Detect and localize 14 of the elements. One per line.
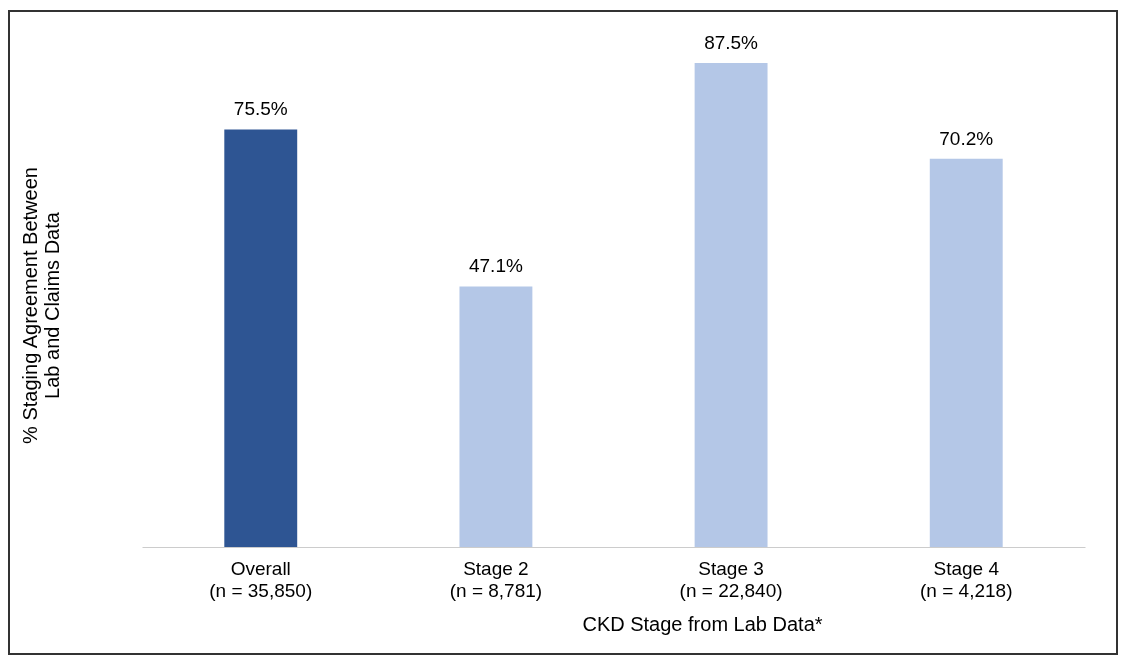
x-tick-label: Stage 2 (n = 8,781) bbox=[449, 557, 543, 601]
data-label: 47.1% bbox=[468, 255, 523, 277]
data-label: 75.5% bbox=[233, 98, 288, 120]
bar bbox=[459, 286, 533, 547]
data-label: 87.5% bbox=[704, 32, 759, 53]
y-axis-title: % Staging Agreement Between Lab and Claims Data bbox=[18, 167, 63, 444]
bar bbox=[929, 158, 1003, 547]
bar bbox=[694, 63, 768, 547]
x-tick-label: Stage 4 (n = 4,218) bbox=[920, 557, 1013, 601]
data-label: 70.2% bbox=[939, 127, 994, 149]
x-tick-label: Overall (n = 35,850) bbox=[209, 557, 313, 601]
x-axis-title: CKD Stage from Lab Data* bbox=[582, 612, 823, 635]
x-tick-label: Stage 3 (n = 22,840) bbox=[679, 557, 783, 601]
bar bbox=[224, 129, 298, 547]
